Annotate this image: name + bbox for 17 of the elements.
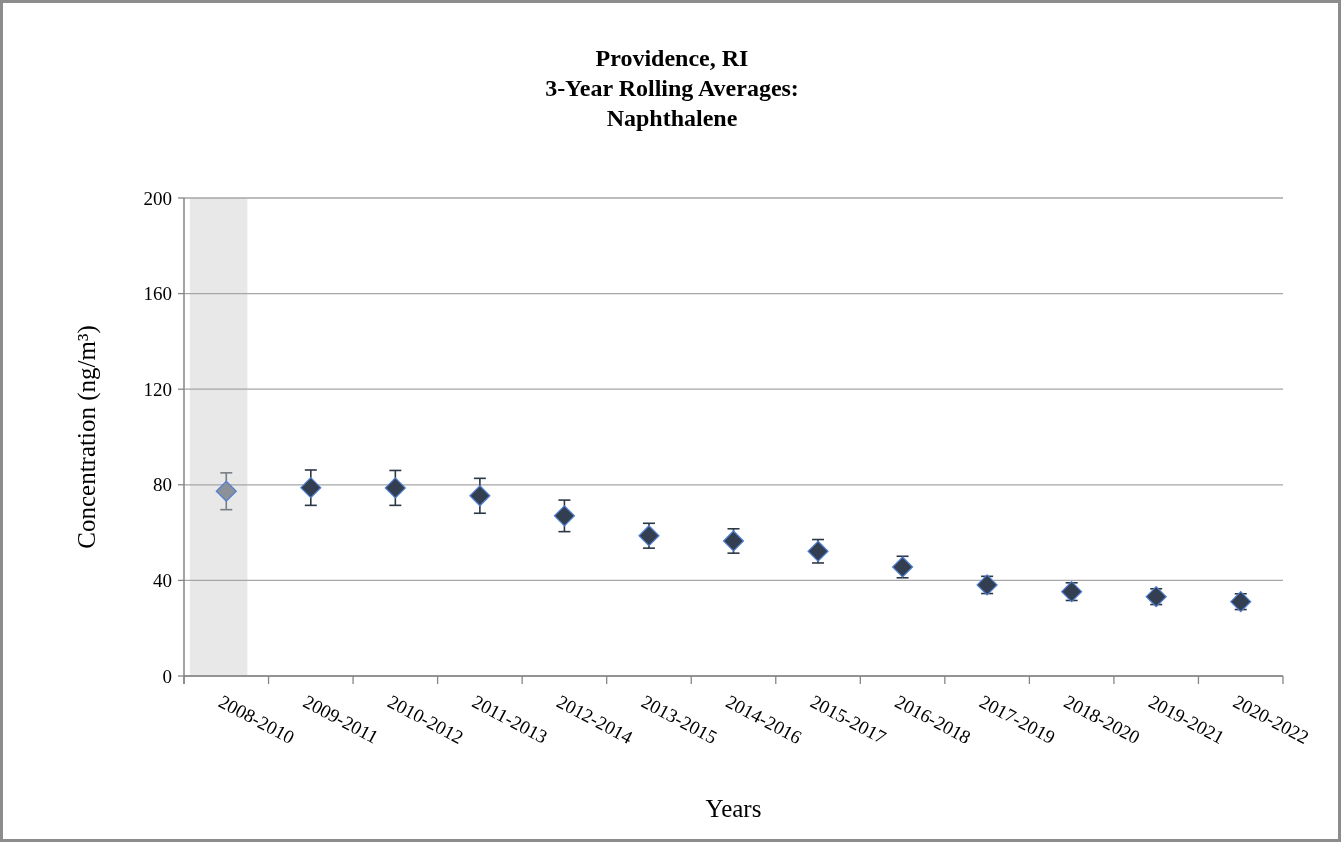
chart-title: Providence, RI 3-Year Rolling Averages: Naphthalene <box>545 45 799 131</box>
point <box>469 485 491 507</box>
point <box>807 540 829 562</box>
y-tick-label: 40 <box>153 569 172 591</box>
point <box>384 477 406 499</box>
x-axis-title: Years <box>705 794 762 822</box>
point <box>891 556 914 578</box>
y-tick-label: 120 <box>143 378 172 400</box>
y-tick-label: 160 <box>143 283 172 305</box>
point <box>553 505 576 527</box>
y-tick-label: 0 <box>162 665 172 687</box>
point <box>638 525 660 547</box>
y-axis-title: Concentration (ng/m³) <box>72 325 101 549</box>
y-tick-label: 200 <box>143 187 172 209</box>
point <box>215 480 237 502</box>
y-tick-label: 80 <box>153 474 172 496</box>
point <box>300 477 322 499</box>
